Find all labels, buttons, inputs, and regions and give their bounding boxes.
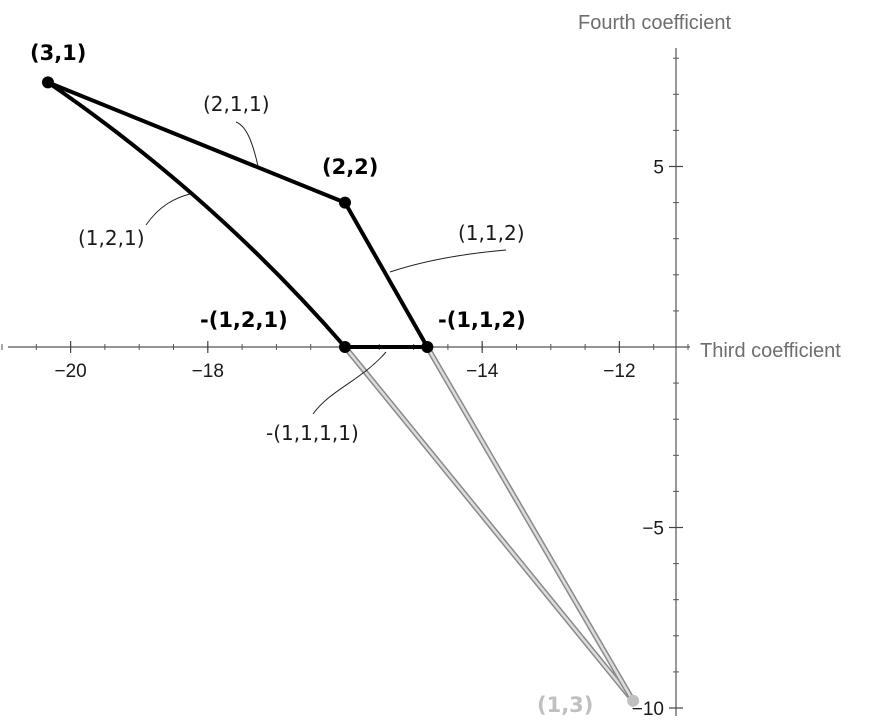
edge-line [343, 201, 430, 348]
point-marker [339, 341, 351, 353]
label-connector [389, 249, 507, 273]
point-label-2-2: (2,2) [322, 155, 378, 179]
y-axis-title: Fourth coefficient [578, 12, 731, 34]
edge-inner [343, 345, 635, 703]
edge-label-neg-1-1-1-1: -(1,1,1,1) [266, 421, 359, 445]
point-label-neg-1-1-2: -(1,1,2) [438, 308, 526, 332]
edge-labels: (2,1,1) (1,2,1) (1,1,2) -(1,1,1,1) [78, 92, 525, 445]
point-label-1-3: (1,3) [537, 693, 593, 717]
edge-label-2-1-1: (2,1,1) [203, 92, 270, 116]
point-label-neg-1-2-1: -(1,2,1) [200, 308, 288, 332]
label-connector [235, 121, 259, 167]
label-connector [145, 193, 191, 226]
point-marker [41, 76, 54, 89]
y-tick-label: 5 [653, 158, 664, 179]
x-tick-label: −18 [192, 361, 224, 382]
edge-line [46, 80, 347, 349]
points [41, 76, 640, 707]
edge-label-1-1-2: (1,1,2) [458, 221, 525, 245]
label-connectors [145, 121, 507, 415]
edge-label-1-2-1: (1,2,1) [78, 226, 145, 250]
label-connector [312, 351, 387, 415]
point-marker [339, 196, 351, 209]
y-tick-label: −5 [642, 519, 664, 540]
x-axis-title: Third coefficient [700, 340, 841, 362]
point-labels: (3,1) (2,2) -(1,2,1) -(1,1,2) (1,3) [30, 41, 593, 717]
y-tick-label: −10 [632, 699, 664, 720]
major-ticks [69, 165, 683, 709]
point-marker [627, 694, 640, 707]
edges [46, 80, 636, 704]
edge-inner [426, 345, 635, 703]
x-tick-label: −14 [466, 361, 499, 382]
point-label-3-1: (3,1) [30, 41, 86, 65]
x-tick-label: −20 [54, 361, 86, 382]
edge-line [47, 80, 346, 205]
axes: −20 −18 −14 −12 5 −5 −10 Third coefficient Fou… [1, 12, 841, 721]
point-marker [421, 341, 434, 353]
tick-labels: −20 −18 −14 −12 5 −5 −10 [54, 158, 664, 721]
x-tick-label: −12 [603, 361, 635, 382]
